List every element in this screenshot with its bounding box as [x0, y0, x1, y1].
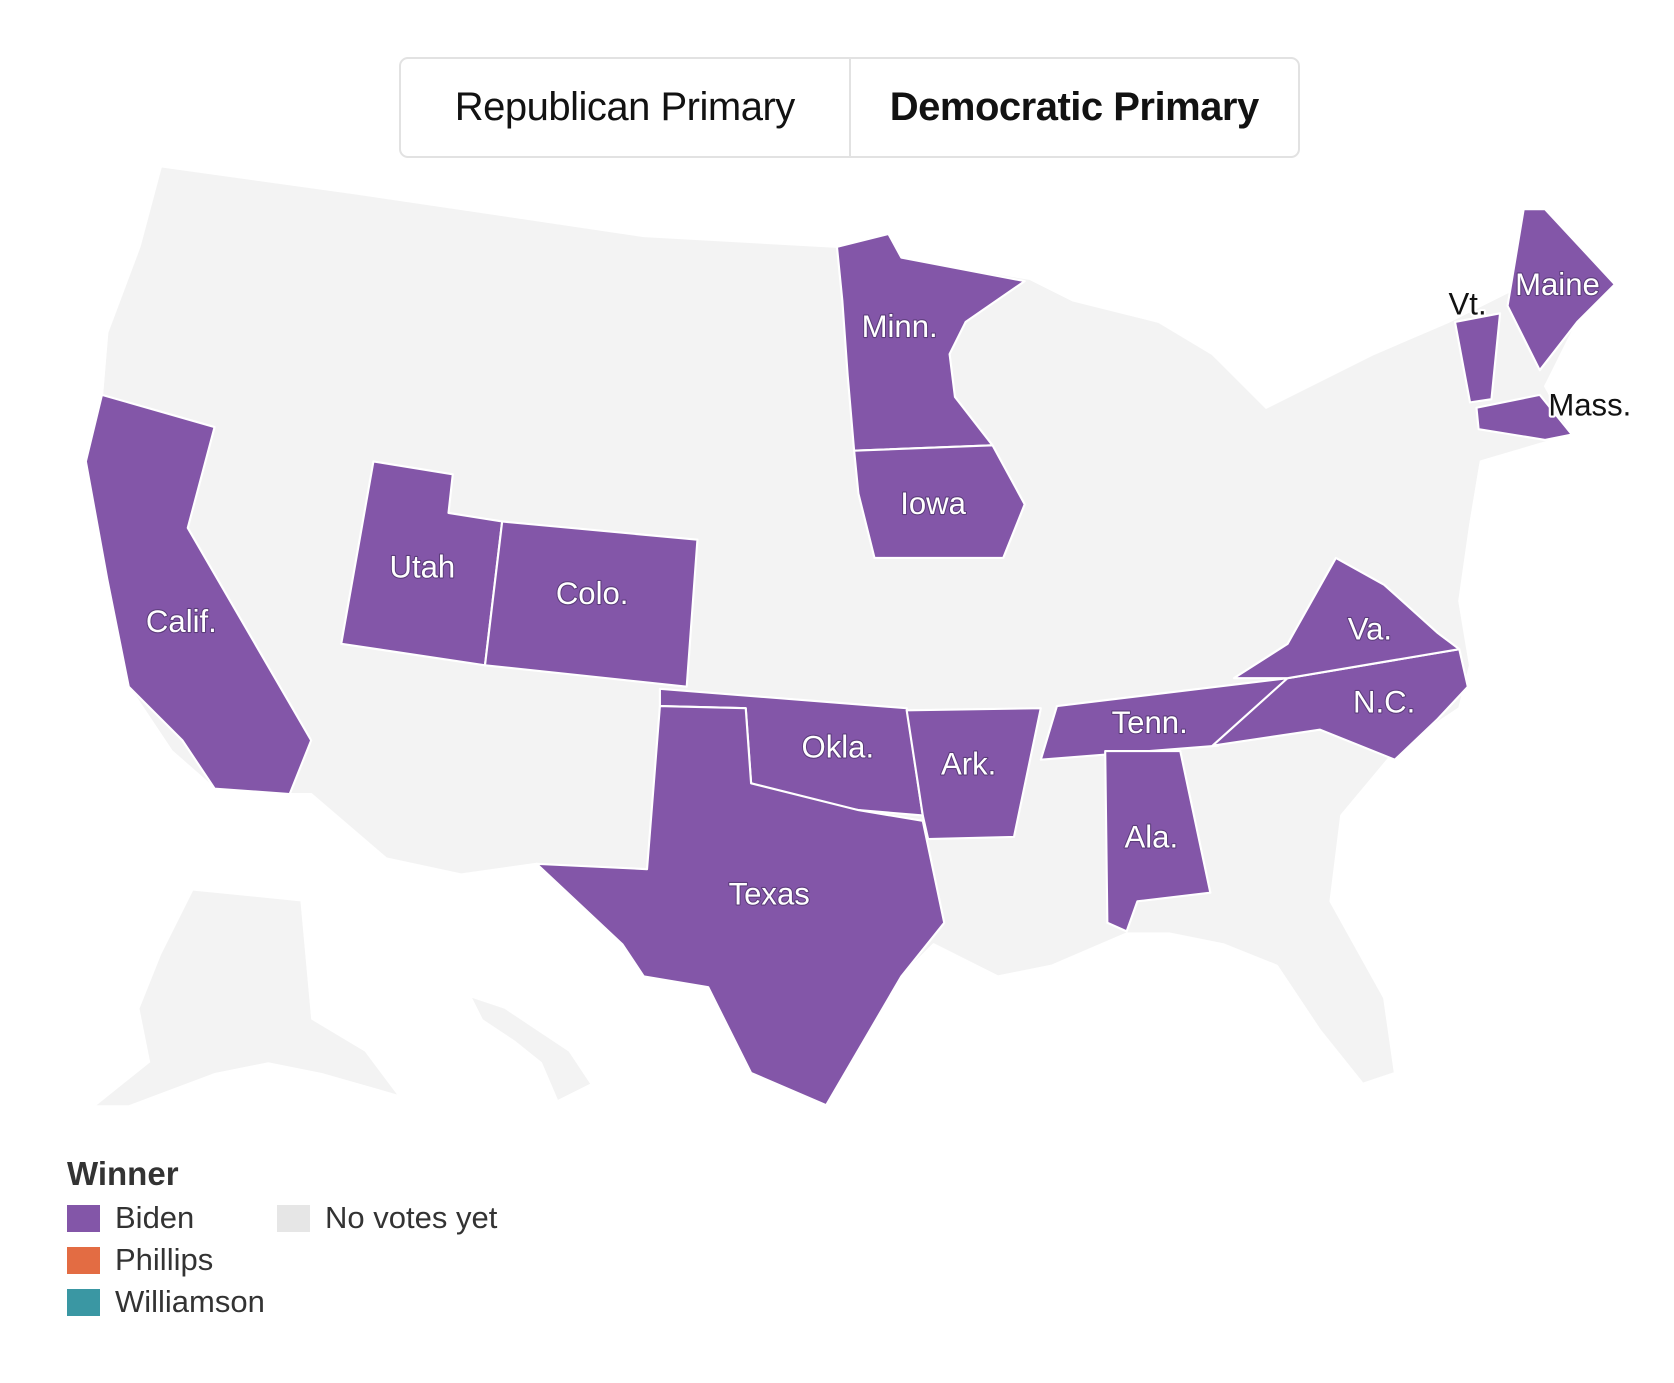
legend-label: No votes yet: [325, 1200, 498, 1235]
label-mass: Mass.: [1548, 387, 1631, 422]
legend-label: Phillips: [115, 1242, 214, 1277]
state-california[interactable]: [84, 393, 313, 796]
label-okla: Okla.: [802, 730, 875, 765]
label-ark: Ark.: [941, 747, 996, 782]
legend-title: Winner: [67, 1155, 179, 1192]
primary-tab-bar: Republican Primary Democratic Primary: [399, 57, 1300, 158]
tab-democratic-primary[interactable]: Democratic Primary: [848, 59, 1299, 156]
label-calif: Calif.: [146, 604, 217, 639]
label-ala: Ala.: [1125, 820, 1179, 855]
state-texas[interactable]: [535, 704, 946, 1107]
state-iowa[interactable]: [853, 444, 1026, 560]
legend-swatch: [67, 1288, 100, 1316]
legend-label: Williamson: [115, 1284, 265, 1319]
legend-swatch: [67, 1204, 100, 1232]
state-virginia[interactable]: [1232, 556, 1461, 680]
state-massachusetts[interactable]: [1475, 393, 1574, 442]
tab-republican-primary[interactable]: Republican Primary: [454, 85, 796, 129]
label-colo: Colo.: [556, 576, 629, 611]
legend: Winner Biden No votes yet Phillips Willi…: [67, 1155, 497, 1319]
legend-item-biden: Biden: [67, 1200, 277, 1235]
label-va: Va.: [1348, 612, 1392, 647]
state-minnesota[interactable]: [835, 232, 1026, 452]
legend-swatch: [277, 1204, 310, 1232]
state-arkansas[interactable]: [905, 707, 1042, 841]
legend-swatch: [67, 1246, 100, 1274]
label-iowa: Iowa: [900, 486, 966, 521]
legend-label: Biden: [115, 1200, 195, 1235]
label-nc: N.C.: [1353, 684, 1415, 719]
legend-item-williamson: Williamson: [67, 1284, 277, 1319]
alaska-shape: [96, 890, 398, 1106]
label-texas: Texas: [729, 877, 810, 912]
label-utah: Utah: [389, 549, 455, 584]
state-colorado[interactable]: [483, 520, 699, 688]
state-north-carolina[interactable]: [1211, 648, 1469, 761]
biden-states: [84, 208, 1616, 1107]
state-alabama[interactable]: [1104, 750, 1212, 933]
state-maine[interactable]: [1506, 208, 1616, 372]
label-tenn: Tenn.: [1112, 705, 1188, 740]
hawaii-shape: [472, 997, 591, 1100]
us-base-outline: [84, 165, 1616, 1107]
label-vt: Vt.: [1449, 286, 1487, 321]
label-minn: Minn.: [862, 309, 938, 344]
label-maine: Maine: [1515, 267, 1600, 302]
state-vermont[interactable]: [1453, 312, 1502, 404]
legend-item-no-votes: No votes yet: [277, 1200, 498, 1235]
legend-item-phillips: Phillips: [67, 1242, 277, 1277]
